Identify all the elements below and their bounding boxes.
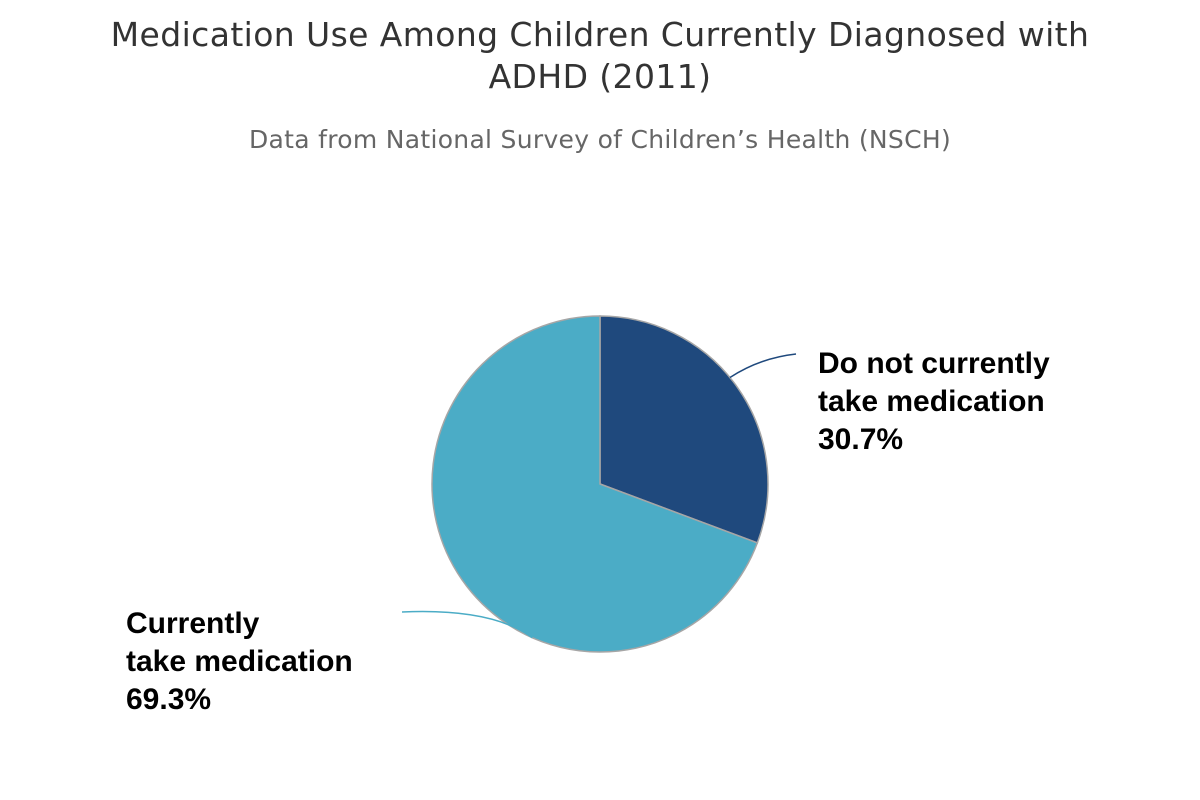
slice-label-currently-take-medication: Currently take medication 69.3% [126, 605, 353, 719]
pie-slice [431, 315, 759, 653]
chart-subtitle: Data from National Survey of Children’s … [248, 125, 952, 154]
slice-label-line: take medication [818, 385, 1045, 418]
leader-lines [401, 353, 797, 639]
leader-line [401, 610, 533, 639]
leader-line [729, 353, 797, 379]
chart-title: Medication Use Among Children Currently … [110, 15, 1090, 96]
slice-value-label: 30.7% [818, 423, 904, 456]
slice-label-line: Do not currently [818, 347, 1050, 380]
slice-label-do-not-currently-take-medication: Do not currently take medication 30.7% [818, 345, 1050, 459]
pie-slices [431, 315, 769, 653]
slice-label-line: take medication [126, 645, 353, 678]
slice-value-label: 69.3% [126, 683, 212, 716]
slice-label-line: Currently [126, 607, 260, 640]
pie-slice [599, 315, 769, 544]
